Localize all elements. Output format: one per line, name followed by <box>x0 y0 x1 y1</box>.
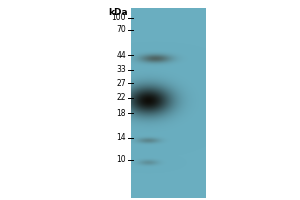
Text: 100: 100 <box>112 14 126 22</box>
Text: 27: 27 <box>116 78 126 88</box>
Text: kDa: kDa <box>108 8 128 17</box>
Text: 44: 44 <box>116 50 126 60</box>
FancyBboxPatch shape <box>130 8 206 197</box>
Text: 14: 14 <box>116 134 126 142</box>
Text: 70: 70 <box>116 25 126 34</box>
Text: 33: 33 <box>116 66 126 74</box>
Text: 22: 22 <box>116 94 126 102</box>
Text: 10: 10 <box>116 156 126 164</box>
Text: 18: 18 <box>116 108 126 117</box>
